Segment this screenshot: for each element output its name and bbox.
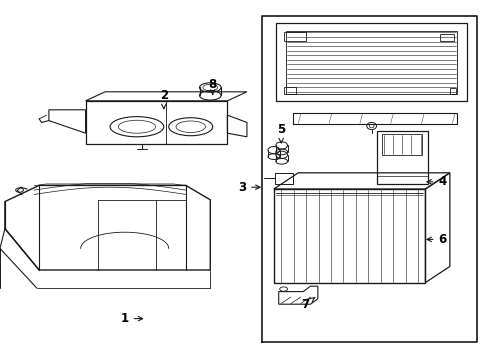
Text: 5: 5 (277, 123, 285, 143)
Bar (449, 88, 455, 94)
Text: 1: 1 (121, 312, 142, 325)
Text: 6: 6 (426, 233, 446, 246)
Text: 2: 2 (160, 89, 167, 109)
Text: 4: 4 (426, 175, 446, 188)
Text: 7: 7 (301, 297, 314, 311)
Text: 8: 8 (208, 78, 216, 94)
Bar (283, 32, 305, 41)
Text: 3: 3 (238, 181, 260, 194)
Bar (439, 34, 453, 41)
Bar (382, 134, 422, 155)
Bar (283, 87, 295, 94)
Bar (376, 131, 427, 184)
